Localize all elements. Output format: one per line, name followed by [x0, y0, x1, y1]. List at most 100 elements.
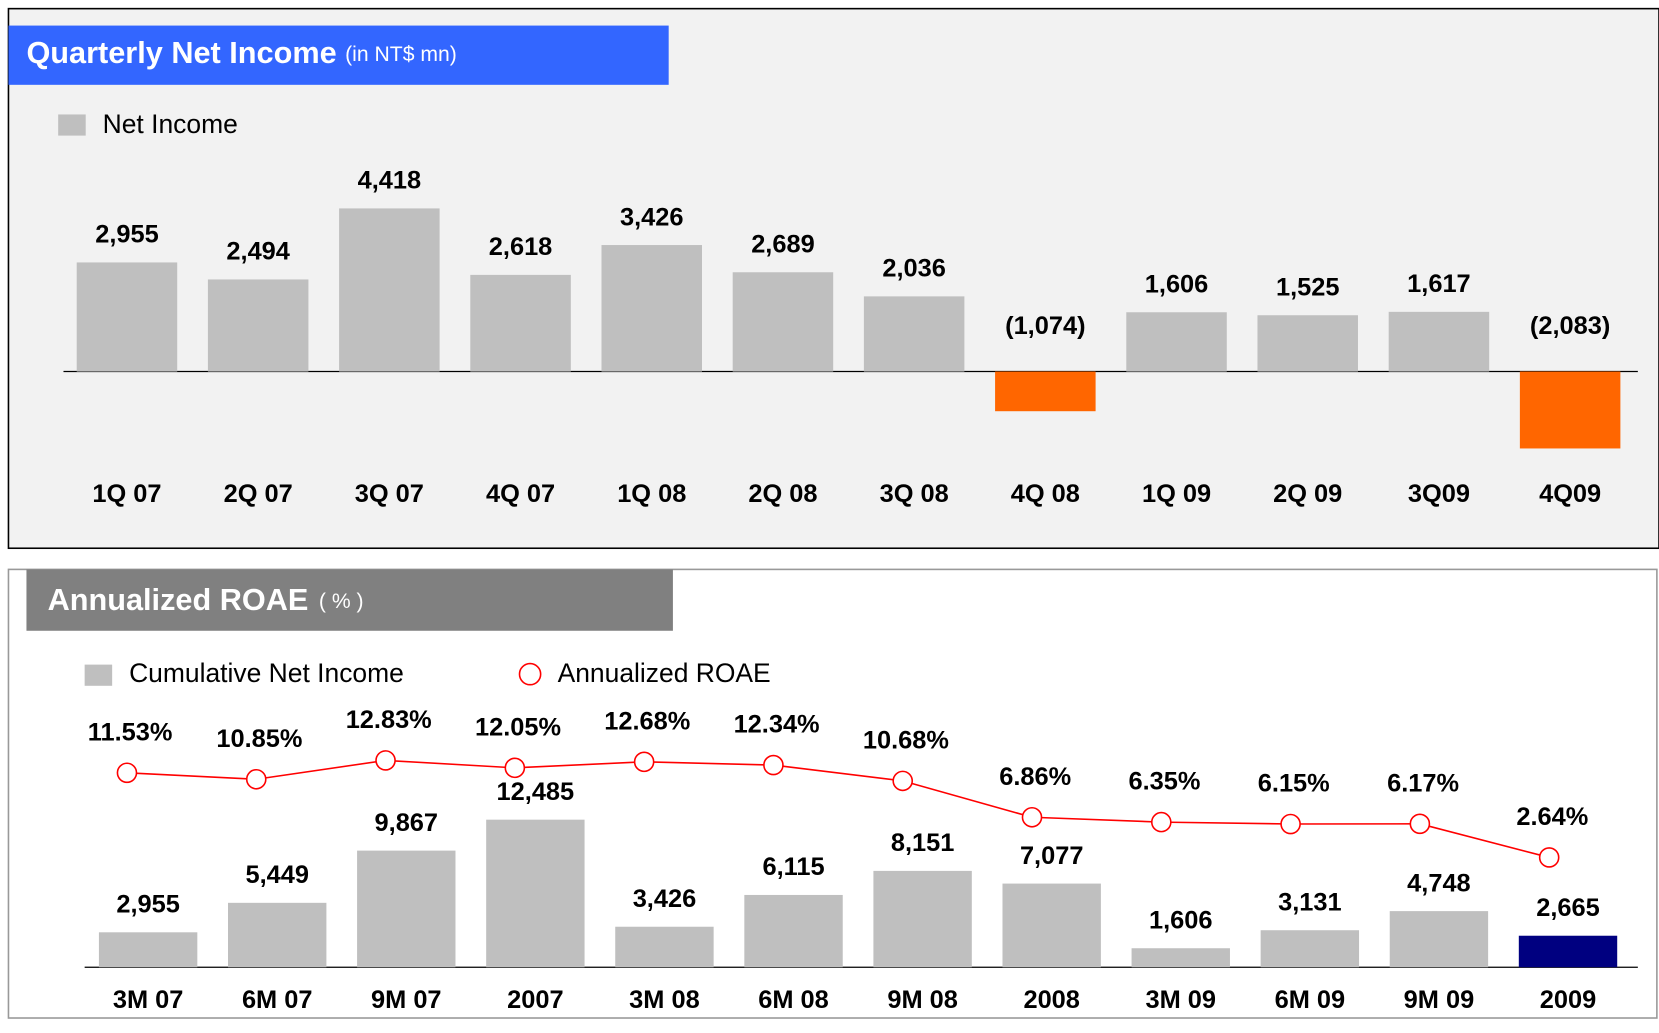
data-label: 2,955 [116, 891, 180, 919]
data-label: 2,955 [95, 221, 159, 249]
data-label: 3,131 [1278, 888, 1341, 916]
data-label: 6,115 [762, 853, 824, 881]
data-label: 6.86% [999, 763, 1071, 791]
data-label: 12.34% [734, 711, 820, 739]
bar [357, 850, 456, 968]
data-label: 4,748 [1407, 869, 1471, 897]
x-tick-label: 2Q 09 [1273, 480, 1342, 508]
x-tick-label: 9M 09 [1404, 986, 1475, 1014]
x-tick-label: 3Q09 [1408, 480, 1470, 508]
data-label: 6.17% [1387, 769, 1459, 797]
point [1538, 847, 1560, 868]
chart-title: Quarterly Net Income (in NT$ mn) [26, 35, 456, 70]
bar [98, 932, 198, 968]
title-bar [26, 569, 673, 631]
data-label: 1,606 [1145, 270, 1208, 298]
line [126, 759, 1550, 859]
data-label: 1,525 [1276, 273, 1340, 301]
point [763, 754, 784, 776]
x-tick-label: 2Q 08 [748, 480, 817, 508]
bar [995, 371, 1096, 412]
bar [1126, 312, 1227, 372]
bar [744, 894, 843, 968]
bar [873, 870, 972, 968]
data-label: 6.35% [1128, 768, 1200, 796]
point [1409, 813, 1431, 835]
data-label: (1,074) [1005, 312, 1085, 340]
x-tick-label: 1Q 07 [92, 480, 161, 508]
subtitle: ( % ) [319, 590, 364, 613]
data-label: 2,036 [882, 255, 946, 283]
data-label: 4,418 [358, 167, 422, 195]
x-tick-label: 2007 [507, 986, 563, 1014]
title: Annualized ROAE [48, 582, 309, 617]
x-tick-label: 3M 09 [1146, 986, 1217, 1014]
x-tick-label: 2Q 07 [224, 480, 293, 508]
data-label: 1,606 [1149, 906, 1213, 934]
x-tick-label: 2008 [1023, 986, 1079, 1014]
panel [7, 7, 1659, 550]
x-tick-label: 3M 07 [113, 986, 184, 1014]
data-label: 2,618 [489, 233, 553, 261]
data-label: 11.53% [88, 718, 173, 746]
bar [615, 926, 714, 968]
bar [470, 274, 571, 372]
data-label: 7,077 [1020, 842, 1084, 870]
bar [1518, 935, 1618, 968]
data-label: 10.85% [216, 725, 302, 753]
legend-swatch [84, 664, 113, 686]
bar [1257, 315, 1358, 372]
point [633, 751, 655, 773]
data-label: 5,449 [245, 861, 309, 889]
data-label: 10.68% [863, 726, 949, 754]
legend-marker [518, 662, 542, 686]
x-tick-label: 1Q 08 [617, 480, 686, 508]
title-bar [8, 25, 669, 85]
x-tick-label: 9M 08 [887, 986, 958, 1014]
bar [339, 208, 440, 372]
legend-label: Cumulative Net Income [129, 658, 404, 688]
bar [1519, 371, 1621, 449]
bar [207, 279, 309, 372]
x-tick-label: 4Q 08 [1011, 480, 1080, 508]
point [1150, 811, 1172, 833]
data-label: 12,485 [497, 778, 575, 806]
bar [228, 902, 327, 968]
x-tick-label: 2009 [1540, 986, 1596, 1014]
x-tick-label: 6M 07 [242, 986, 313, 1014]
bar [1002, 883, 1101, 968]
bar [1260, 930, 1360, 968]
bar [1131, 948, 1230, 968]
legend-label: Net Income [103, 109, 238, 139]
data-label: 6.15% [1258, 770, 1330, 798]
bar [1389, 911, 1489, 968]
x-tick-label: 3Q 08 [880, 480, 949, 508]
data-label: 12.05% [475, 713, 561, 741]
chart-title: Annualized ROAE ( % ) [48, 582, 364, 617]
x-tick-label: 1Q 09 [1142, 480, 1211, 508]
data-label: (2,083) [1530, 312, 1610, 340]
data-label: 3,426 [633, 885, 697, 913]
data-label: 8,151 [891, 829, 955, 857]
legend-label: Annualized ROAE [558, 658, 771, 688]
data-label: 9,867 [375, 809, 439, 837]
bar [732, 272, 834, 372]
bar [863, 296, 965, 372]
x-tick-label: 6M 08 [758, 986, 829, 1014]
bar [1388, 311, 1490, 372]
data-label: 2.64% [1516, 803, 1588, 831]
x-tick-label: 9M 07 [371, 986, 442, 1014]
data-label: 2,689 [751, 231, 815, 259]
legend-swatch [58, 114, 86, 136]
point [892, 770, 914, 792]
data-label: 3,426 [620, 203, 684, 231]
x-tick-label: 3Q 07 [355, 480, 424, 508]
point [504, 757, 526, 779]
data-label: 2,665 [1536, 894, 1600, 922]
bar [76, 262, 178, 372]
point [1021, 806, 1043, 828]
bar [486, 819, 585, 968]
x-tick-label: 4Q 07 [486, 480, 555, 508]
data-label: 12.83% [346, 706, 432, 734]
